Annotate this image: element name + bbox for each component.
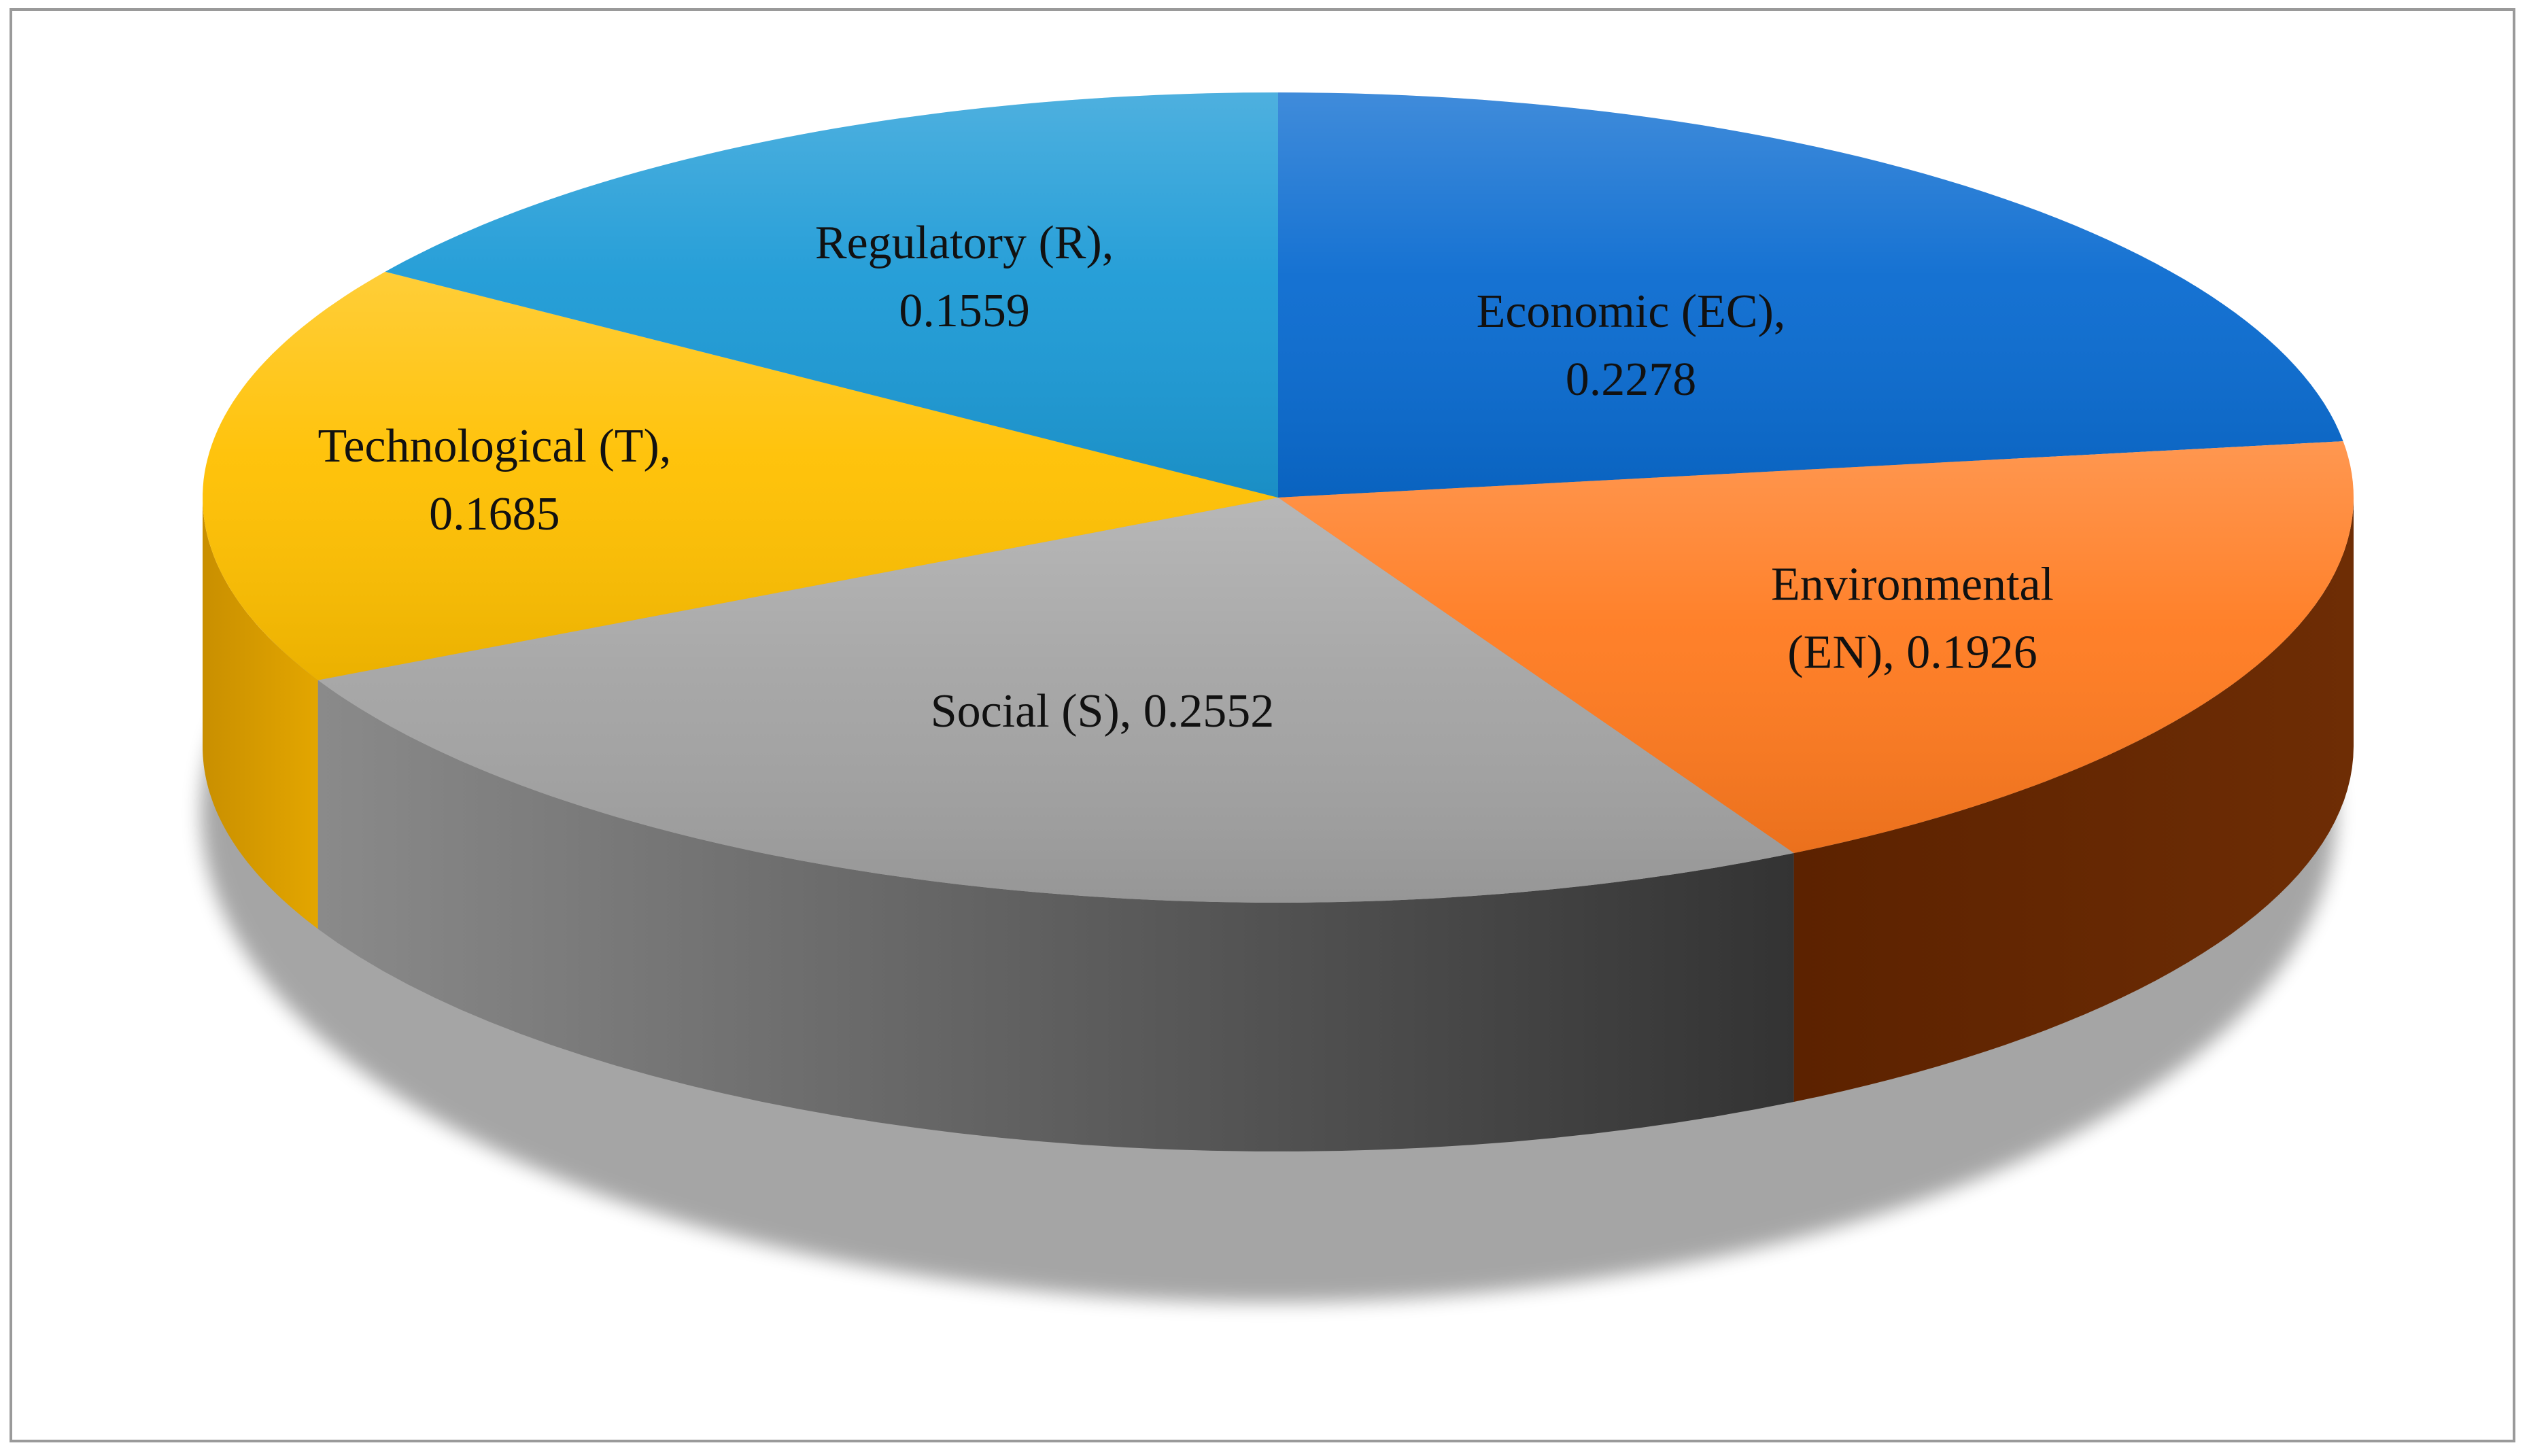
pie-slice-gloss: [317, 498, 1794, 903]
pie-slice-gloss: [385, 92, 1278, 498]
pie-labels: Economic (EC), 0.2278 Environmental (EN), 0…: [317, 217, 2054, 738]
slice-value-economic-ec: 0.2278: [1566, 353, 1697, 406]
chart-frame: Economic (EC), 0.2278 Environmental (EN), 0…: [10, 8, 2515, 1442]
slice-label-regulatory-r: Regulatory (R),: [815, 217, 1114, 269]
pie-tops: [203, 92, 2354, 903]
pie-slice-gloss: [1278, 441, 2354, 853]
pie-sides: [203, 498, 2354, 1151]
pie-slice-gloss: [1278, 92, 2343, 498]
slice-label-economic-ec: Economic (EC),: [1477, 285, 1786, 338]
pie-side-technological-t: [203, 498, 318, 929]
slice-label-technological-t: Technological (T),: [317, 420, 671, 472]
slice-label-environmental: Environmental: [1771, 559, 2054, 611]
slice-value-technological-t: 0.1685: [429, 488, 560, 540]
pie-side-environmental: [1793, 498, 2354, 1102]
slice-value-regulatory-r: 0.1559: [899, 285, 1030, 337]
slice-value-environmental: (EN), 0.1926: [1787, 627, 2037, 679]
pie-slice-gloss: [203, 271, 1279, 680]
pie-chart: Economic (EC), 0.2278 Environmental (EN), 0…: [201, 92, 2354, 1302]
pie-side-social-s: [317, 680, 1794, 1151]
slice-label-social-s: Social (S), 0.2552: [931, 685, 1275, 738]
